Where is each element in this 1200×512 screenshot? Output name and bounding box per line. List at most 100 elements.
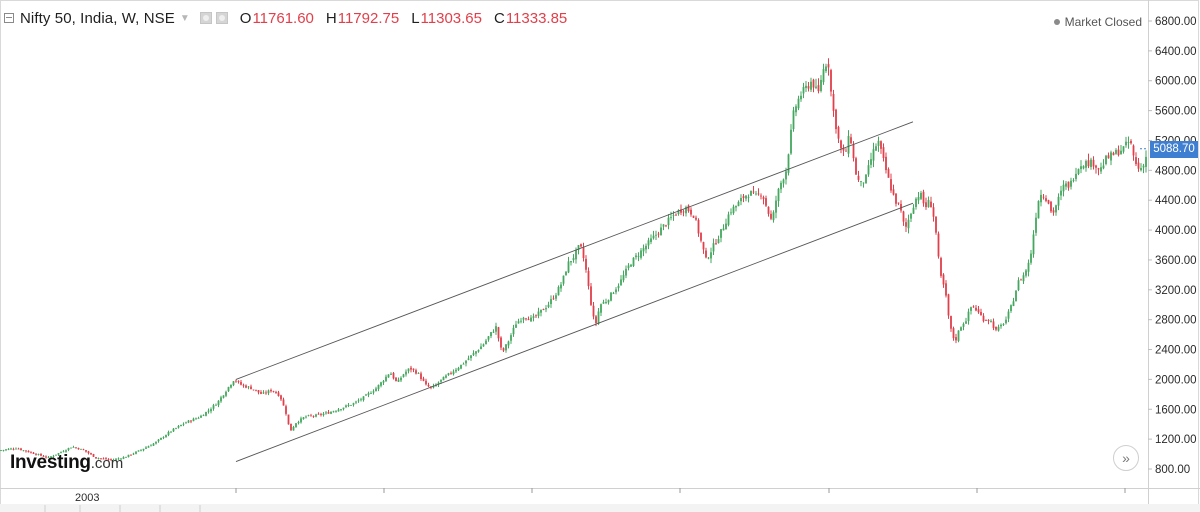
candle-body bbox=[502, 348, 505, 351]
candle-body bbox=[80, 448, 82, 450]
candle-body bbox=[370, 393, 372, 394]
candle-body bbox=[402, 374, 405, 378]
candle-body bbox=[595, 316, 597, 324]
candle-body bbox=[522, 317, 525, 320]
candle-body bbox=[420, 373, 422, 379]
candle-body bbox=[400, 377, 402, 381]
candle-body bbox=[962, 323, 965, 327]
candle-body bbox=[477, 350, 480, 352]
candle-body bbox=[1100, 167, 1102, 172]
candle-body bbox=[457, 367, 460, 371]
candle-body bbox=[675, 214, 677, 216]
candle-body bbox=[262, 392, 265, 394]
candle-body bbox=[690, 209, 692, 215]
candle-body bbox=[392, 373, 395, 379]
candle-body bbox=[822, 69, 825, 83]
candle-body bbox=[362, 396, 365, 401]
collapse-icon[interactable] bbox=[4, 13, 14, 23]
candle-body bbox=[577, 245, 580, 251]
candle-body bbox=[680, 209, 682, 213]
candle-body bbox=[47, 456, 50, 458]
candle-body bbox=[1017, 280, 1020, 291]
candle-body bbox=[947, 294, 950, 316]
candle-body bbox=[437, 382, 440, 385]
candle-body bbox=[372, 391, 375, 393]
candle-body bbox=[942, 274, 945, 285]
candle-body bbox=[55, 454, 57, 456]
settings-icon[interactable] bbox=[199, 12, 212, 24]
candle-body bbox=[702, 242, 705, 250]
candle-body bbox=[1090, 159, 1092, 167]
candle-body bbox=[280, 395, 282, 400]
candle-body bbox=[590, 286, 592, 305]
candle-body bbox=[470, 355, 472, 359]
lower-trendline bbox=[235, 202, 914, 462]
candle-body bbox=[225, 391, 227, 396]
candle-body bbox=[932, 207, 935, 217]
maximize-icon[interactable] bbox=[215, 12, 228, 24]
candle-body bbox=[1082, 166, 1085, 169]
candle-body bbox=[542, 309, 545, 311]
candle-body bbox=[322, 413, 325, 416]
candle-body bbox=[572, 258, 575, 261]
y-tick-label: 3600.00 bbox=[1155, 255, 1197, 267]
scroll-right-icon: » bbox=[1122, 450, 1130, 466]
dropdown-caret-icon[interactable]: ▼ bbox=[179, 12, 190, 24]
candle-body bbox=[515, 324, 517, 328]
logo-sub-text: .com bbox=[90, 455, 124, 472]
candle-body bbox=[945, 283, 947, 296]
candle-body bbox=[627, 265, 630, 268]
candle-body bbox=[337, 409, 340, 412]
candle-body bbox=[830, 70, 832, 92]
candle-body bbox=[377, 384, 380, 390]
candle-body bbox=[1002, 324, 1005, 325]
candle-body bbox=[275, 392, 277, 394]
candle-body bbox=[165, 435, 167, 438]
candle-body bbox=[575, 249, 577, 260]
candle-body bbox=[447, 373, 450, 376]
candle-body bbox=[247, 386, 250, 388]
candle-body bbox=[25, 450, 27, 452]
candle-body bbox=[692, 215, 695, 218]
candle-body bbox=[755, 193, 757, 195]
candle-body bbox=[197, 417, 200, 419]
candle-body bbox=[415, 370, 417, 374]
candle-body bbox=[492, 331, 495, 333]
candle-body bbox=[167, 431, 170, 435]
candle-body bbox=[582, 247, 585, 259]
candle-body bbox=[975, 307, 977, 311]
candle-body bbox=[1065, 183, 1067, 187]
candle-body bbox=[137, 450, 140, 452]
candle-body bbox=[1045, 198, 1047, 201]
candle-body bbox=[970, 307, 972, 311]
candle-body bbox=[617, 285, 620, 289]
candle-body bbox=[865, 174, 867, 184]
candle-body bbox=[145, 447, 147, 449]
candle-body bbox=[1007, 311, 1010, 319]
candle-body bbox=[180, 424, 182, 427]
candle-body bbox=[532, 316, 535, 318]
symbol-title[interactable]: Nifty 50, India, W, NSE bbox=[20, 9, 175, 27]
candle-body bbox=[200, 415, 202, 418]
candle-body bbox=[147, 446, 150, 448]
candle-body bbox=[622, 275, 625, 281]
candle-body bbox=[952, 328, 955, 339]
candle-body bbox=[800, 95, 802, 100]
chart-header: Nifty 50, India, W, NSE ▼ O 11761.60 H 1… bbox=[0, 0, 1150, 36]
candle-body bbox=[282, 399, 285, 406]
candle-body bbox=[710, 252, 712, 259]
candle-body bbox=[652, 235, 655, 239]
candle-body bbox=[837, 127, 840, 139]
open-label: O bbox=[239, 9, 252, 27]
candle-body bbox=[77, 447, 80, 450]
candle-body bbox=[365, 394, 367, 396]
candle-body bbox=[727, 214, 730, 225]
candle-body bbox=[740, 198, 742, 202]
candle-body bbox=[872, 149, 875, 161]
candle-body bbox=[110, 459, 112, 460]
candle-body bbox=[130, 454, 132, 456]
candle-body bbox=[397, 379, 400, 382]
candle-body bbox=[1122, 146, 1125, 152]
scroll-right-button[interactable]: » bbox=[1113, 445, 1139, 471]
